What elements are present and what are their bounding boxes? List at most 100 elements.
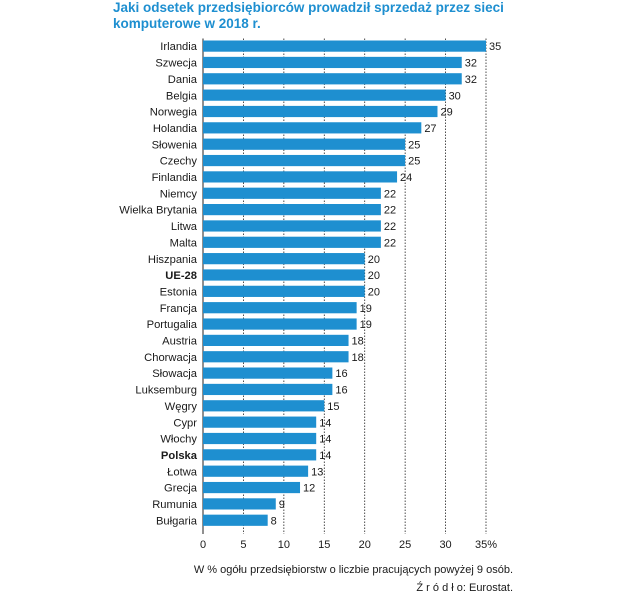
category-label: Finlandia <box>152 172 198 184</box>
value-label: 20 <box>368 286 380 298</box>
value-label: 16 <box>335 368 347 380</box>
value-label: 14 <box>319 450 331 462</box>
bar <box>203 481 301 494</box>
bar <box>203 138 406 150</box>
bar <box>203 187 381 199</box>
value-label: 12 <box>303 483 315 495</box>
category-label: Czechy <box>160 156 198 168</box>
value-label: 13 <box>311 466 323 478</box>
category-label: Wielka Brytania <box>119 205 197 217</box>
category-label: Łotwa <box>167 466 198 478</box>
bar <box>203 171 398 183</box>
value-label: 20 <box>368 254 380 266</box>
bar <box>203 465 309 477</box>
x-tick-label: 5 <box>240 539 246 551</box>
value-label: 32 <box>465 74 477 86</box>
category-label: Słowenia <box>152 139 198 151</box>
bar <box>203 269 365 281</box>
x-tick-label: 10 <box>278 539 290 551</box>
bar <box>203 40 486 52</box>
bar <box>203 383 333 396</box>
x-tick-label: 30 <box>439 539 451 551</box>
bar-layer <box>203 40 486 526</box>
category-label: Dania <box>168 74 198 86</box>
bar <box>203 253 365 265</box>
bar <box>203 400 325 412</box>
tick-layer: 0 5 10 15 20 25 30 35% <box>200 539 497 551</box>
x-tick-label: 15 <box>318 539 330 551</box>
x-tick-label: 35% <box>475 539 497 551</box>
bar <box>203 220 381 232</box>
bar <box>203 367 333 379</box>
value-label: 22 <box>384 188 396 200</box>
bar <box>203 154 406 167</box>
value-label: 32 <box>465 58 477 70</box>
bar <box>203 236 381 248</box>
chart-source: Ź r ó d ł o: Eurostat. <box>416 582 513 594</box>
category-label: Irlandia <box>160 41 197 53</box>
bar <box>203 56 462 69</box>
chart-note: W % ogółu przedsiębiorstw o liczbie prac… <box>193 564 513 576</box>
value-label: 22 <box>384 221 396 233</box>
category-label: Norwegia <box>150 107 198 119</box>
category-label: Niemcy <box>160 188 198 200</box>
bar <box>203 105 438 118</box>
value-label: 14 <box>319 434 331 446</box>
bar <box>203 449 317 461</box>
category-label: Chorwacja <box>144 352 198 364</box>
bar <box>203 351 349 363</box>
value-label: 9 <box>279 499 285 511</box>
bar <box>203 498 276 510</box>
value-label: 18 <box>352 352 364 364</box>
value-label: 18 <box>352 336 364 348</box>
value-label: 15 <box>327 401 339 413</box>
category-label: Estonia <box>160 286 198 298</box>
category-label: Portugalia <box>147 319 198 331</box>
value-label: 25 <box>408 139 420 151</box>
bar <box>203 285 365 297</box>
value-label: 30 <box>449 90 461 102</box>
value-label: 27 <box>424 123 436 135</box>
x-tick-label: 20 <box>359 539 371 551</box>
category-label: Litwa <box>171 221 198 233</box>
category-label: UE-28 <box>165 270 197 282</box>
category-label: Hiszpania <box>148 254 198 266</box>
value-label: 14 <box>319 417 331 429</box>
x-tick-label: 25 <box>399 539 411 551</box>
value-label: 8 <box>271 515 277 527</box>
x-tick-label: 0 <box>200 539 206 551</box>
category-label: Włochy <box>160 434 197 446</box>
bar <box>203 432 317 445</box>
category-label: Węgry <box>165 401 198 413</box>
bar <box>203 318 357 330</box>
value-label: 19 <box>360 303 372 315</box>
category-label: Holandia <box>153 123 198 135</box>
category-label: Austria <box>162 336 198 348</box>
value-label: 29 <box>440 107 452 119</box>
value-label: 25 <box>408 156 420 168</box>
bar <box>203 73 462 85</box>
category-label: Słowacja <box>152 368 198 380</box>
bar <box>203 204 381 216</box>
category-label: Rumunia <box>152 499 198 511</box>
bar <box>203 334 349 346</box>
value-label: 16 <box>335 385 347 397</box>
category-label: Polska <box>161 450 198 462</box>
bar <box>203 89 446 101</box>
category-label: Belgia <box>166 90 198 102</box>
category-label: Luksemburg <box>135 385 197 397</box>
category-label: Grecja <box>164 483 198 495</box>
value-label: 22 <box>384 205 396 217</box>
value-label: 19 <box>360 319 372 331</box>
value-label: 24 <box>400 172 412 184</box>
bar <box>203 122 422 134</box>
bar <box>203 302 357 314</box>
value-label: 35 <box>489 41 501 53</box>
chart-title: Jaki odsetek przedsiębiorców prowadził s… <box>113 0 504 31</box>
bar <box>203 514 268 526</box>
bar <box>203 416 317 428</box>
category-label: Francja <box>160 303 198 315</box>
category-label: Cypr <box>173 417 197 429</box>
value-label: 20 <box>368 270 380 282</box>
